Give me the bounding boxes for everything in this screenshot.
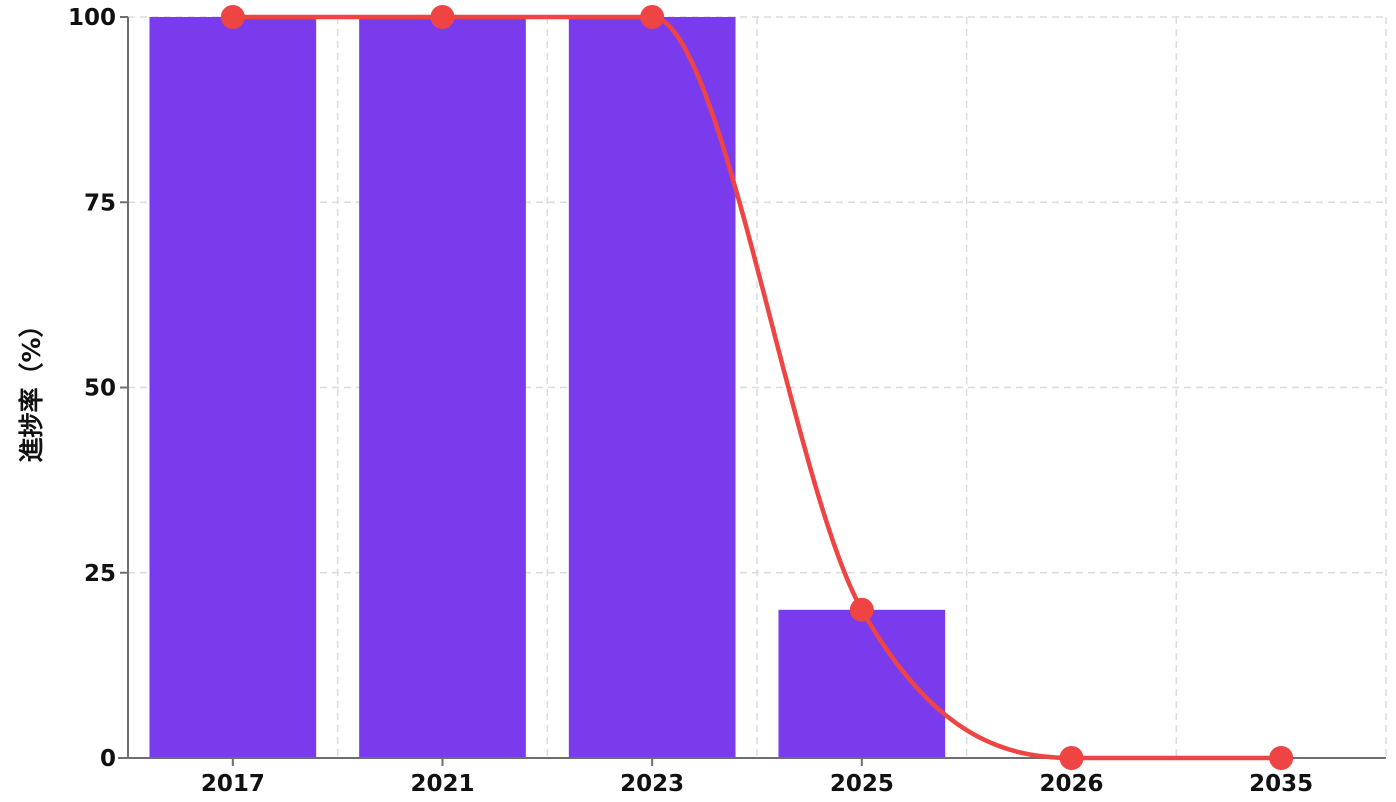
point-2035 [1269, 746, 1294, 770]
x-tick-label: 2035 [1249, 771, 1313, 797]
y-axis-title: 進捗率（%） [17, 312, 46, 462]
bar-2021 [359, 17, 526, 758]
labels: 0 25 50 75 100 2017 2021 2023 2025 2026 2035 進捗率（%） [17, 5, 1313, 797]
y-tick-label: 0 [100, 746, 116, 772]
x-tick-label: 2023 [620, 771, 684, 797]
bar-2025 [778, 609, 946, 758]
point-2026 [1059, 746, 1084, 770]
x-tick-label: 2026 [1039, 771, 1103, 797]
y-tick-label: 75 [84, 190, 116, 216]
bar-2017 [149, 17, 317, 758]
x-tick-label: 2017 [201, 771, 265, 797]
y-tick-label: 100 [68, 5, 116, 31]
y-tick-label: 50 [84, 376, 116, 402]
point-2021 [430, 5, 455, 29]
line-series [220, 5, 1294, 770]
x-tick-label: 2025 [830, 771, 894, 797]
grid [128, 16, 1387, 759]
y-tick-label: 25 [84, 561, 116, 587]
point-2025 [849, 597, 874, 622]
x-tick-label: 2021 [410, 771, 474, 797]
point-2023 [640, 5, 665, 29]
bar-series [149, 17, 946, 758]
point-2017 [220, 5, 245, 29]
bar-2023 [568, 17, 736, 758]
